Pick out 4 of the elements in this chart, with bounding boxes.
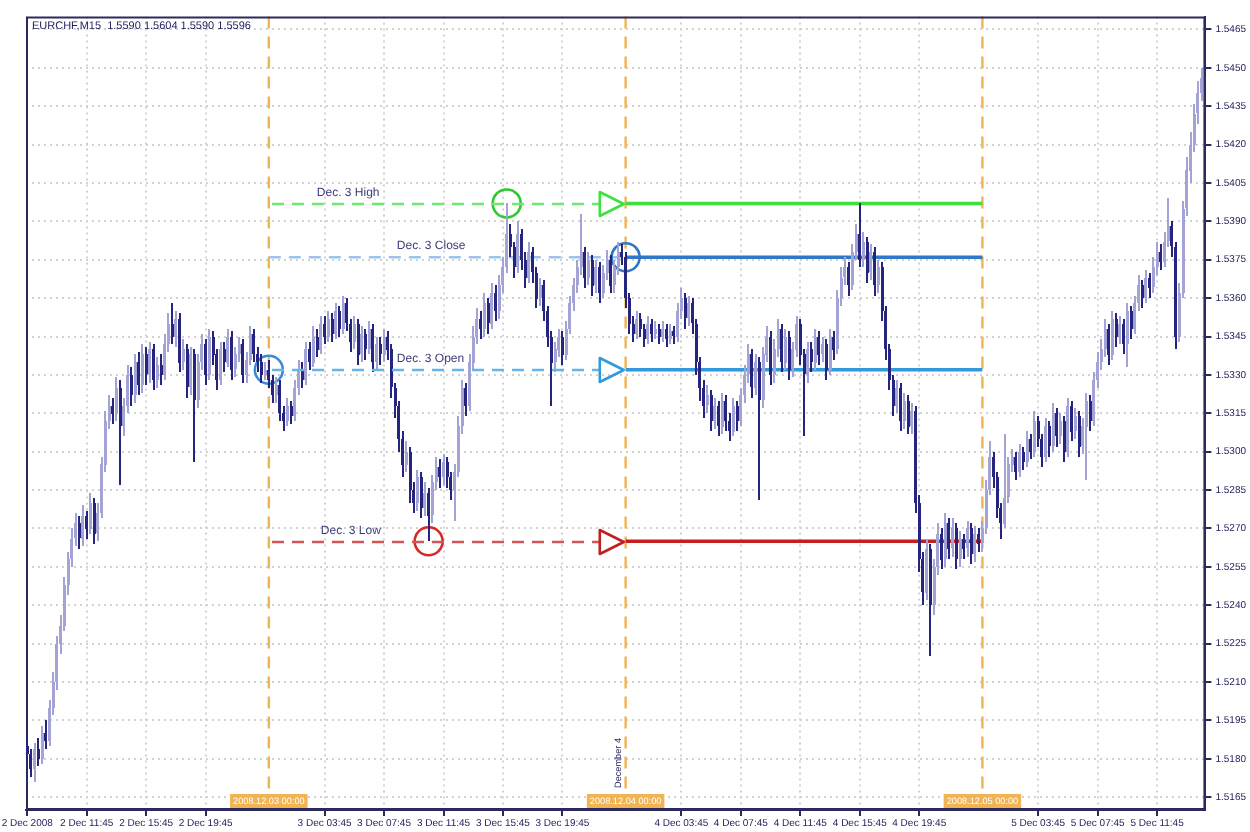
point [491,188,522,219]
point [253,354,285,386]
point [610,241,641,273]
point [413,525,444,557]
